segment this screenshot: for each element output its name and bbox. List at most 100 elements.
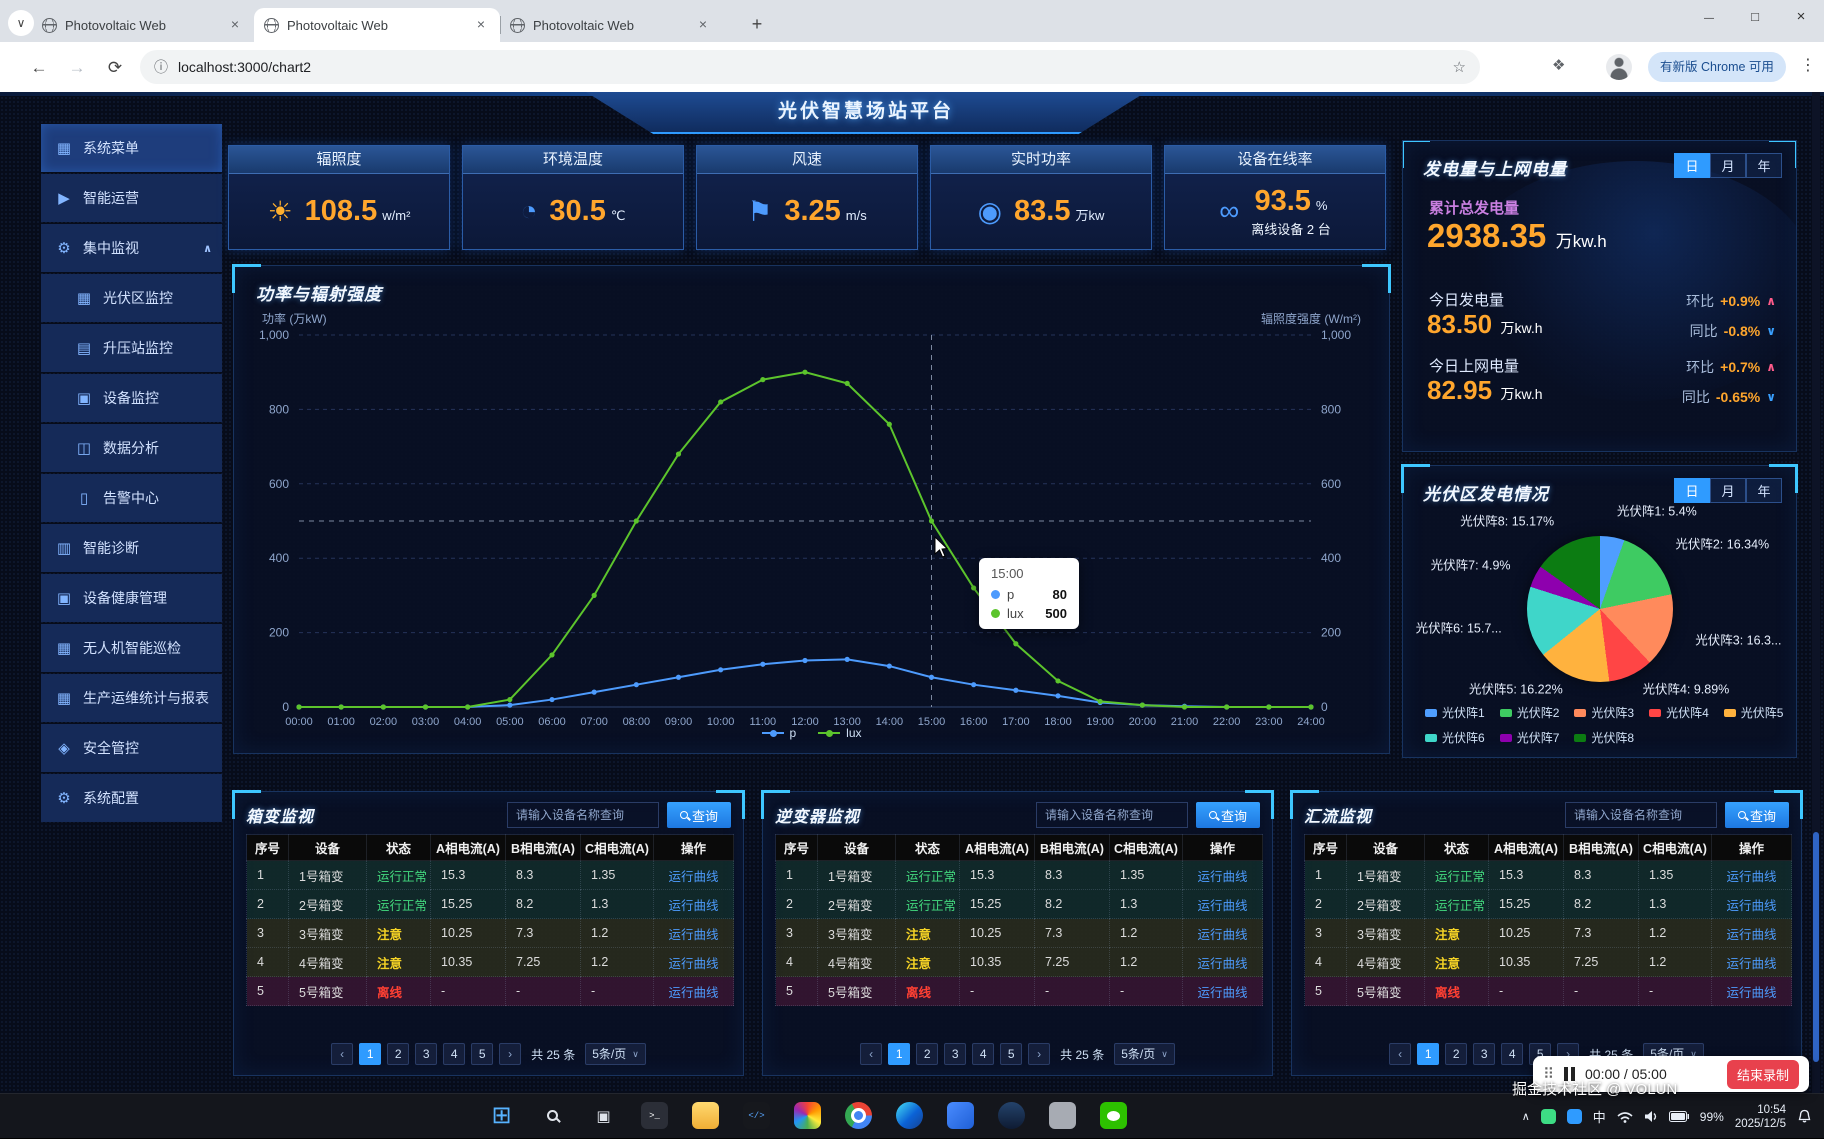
sidebar-item-system-config[interactable]: ⚙ 系统配置: [41, 774, 222, 822]
taskbar-icon-chrome[interactable]: [845, 1102, 872, 1129]
prev-page-button[interactable]: ‹: [1389, 1043, 1412, 1065]
bookmark-star-icon[interactable]: [1453, 58, 1466, 76]
taskbar-icon-start[interactable]: ⊞: [491, 1102, 512, 1129]
tab-close-icon[interactable]: [226, 16, 244, 34]
pie-legend-item[interactable]: 光伏阵2: [1499, 704, 1559, 721]
reload-button[interactable]: [102, 55, 128, 81]
sidebar-item-device-monitor[interactable]: ▣ 设备监控: [41, 374, 222, 422]
page-button[interactable]: 4: [972, 1043, 995, 1065]
browser-tab[interactable]: Photovoltaic Web: [32, 8, 254, 42]
sidebar-item-booster-station-monitor[interactable]: ▤ 升压站监控: [41, 324, 222, 372]
chart-legend-item[interactable]: lux: [818, 726, 862, 740]
page-button[interactable]: 3: [1473, 1043, 1496, 1065]
taskbar-icon-explorer[interactable]: [692, 1102, 719, 1129]
stop-recording-button[interactable]: 结束录制: [1726, 1059, 1799, 1089]
taskbar-icon-wechat[interactable]: [1100, 1102, 1127, 1129]
tab-year[interactable]: 年: [1746, 153, 1782, 178]
pause-recording-button[interactable]: [1564, 1067, 1575, 1081]
taskbar-icon-edge[interactable]: [896, 1102, 923, 1129]
page-button[interactable]: 2: [387, 1043, 410, 1065]
url-input[interactable]: [178, 59, 1443, 75]
taskbar-icon-steam[interactable]: [998, 1102, 1025, 1129]
page-size-select[interactable]: 5条/页: [1114, 1043, 1175, 1065]
tab-month[interactable]: 月: [1710, 478, 1746, 503]
run-curve-link[interactable]: 运行曲线: [653, 889, 734, 919]
search-button[interactable]: 查询: [1725, 802, 1789, 828]
page-button[interactable]: 4: [443, 1043, 466, 1065]
browser-tab[interactable]: Photovoltaic Web: [500, 8, 722, 42]
sidebar-item-smart-operation[interactable]: ▶ 智能运营: [41, 174, 222, 222]
hidden-icons-chevron-icon[interactable]: ∧: [1521, 1111, 1530, 1123]
device-search-input[interactable]: [1036, 802, 1188, 828]
tab-day[interactable]: 日: [1674, 153, 1710, 178]
sidebar-item-pv-area-monitor[interactable]: ▦ 光伏区监控: [41, 274, 222, 322]
new-tab-button[interactable]: [744, 12, 770, 38]
page-button[interactable]: 1: [1417, 1043, 1440, 1065]
pie-legend-item[interactable]: 光伏阵5: [1723, 704, 1783, 721]
pie-legend-item[interactable]: 光伏阵4: [1649, 704, 1709, 721]
maximize-button[interactable]: [1732, 0, 1778, 34]
page-button[interactable]: 3: [415, 1043, 438, 1065]
run-curve-link[interactable]: 运行曲线: [1182, 918, 1263, 948]
minimize-button[interactable]: [1686, 0, 1732, 34]
page-button[interactable]: 1: [359, 1043, 382, 1065]
tab-close-icon[interactable]: [694, 16, 712, 34]
sidebar-item-central-monitor[interactable]: ⚙ 集中监视 ∧: [41, 224, 222, 272]
sidebar-item-system-menu[interactable]: ▦ 系统菜单: [41, 124, 222, 172]
tab-search-button[interactable]: ∨: [8, 10, 34, 36]
run-curve-link[interactable]: 运行曲线: [653, 947, 734, 977]
chrome-update-button[interactable]: 有新版 Chrome 可用: [1648, 52, 1786, 82]
tray-app-icon[interactable]: [1566, 1109, 1582, 1124]
wifi-icon[interactable]: [1617, 1110, 1633, 1123]
device-search-input[interactable]: [1565, 802, 1717, 828]
page-scrollbar[interactable]: [1812, 92, 1820, 1093]
taskbar-icon-photos[interactable]: [794, 1102, 821, 1129]
ime-indicator[interactable]: 中: [1592, 1110, 1606, 1125]
page-button[interactable]: 1: [888, 1043, 911, 1065]
device-search-input[interactable]: [507, 802, 659, 828]
tray-app-icon[interactable]: [1540, 1109, 1556, 1124]
search-button[interactable]: 查询: [667, 802, 731, 828]
tab-close-icon[interactable]: [472, 16, 490, 34]
taskbar-icon-vscode[interactable]: </>: [743, 1102, 770, 1129]
run-curve-link[interactable]: 运行曲线: [1711, 889, 1792, 919]
sidebar-item-alarm-center[interactable]: ▯ 告警中心: [41, 474, 222, 522]
site-info-icon[interactable]: [154, 57, 168, 77]
extensions-icon[interactable]: [1552, 56, 1565, 74]
clock[interactable]: 10:54 2025/12/5: [1735, 1103, 1786, 1131]
run-curve-link[interactable]: 运行曲线: [1182, 976, 1263, 1006]
pie-legend-item[interactable]: 光伏阵6: [1425, 729, 1485, 746]
sidebar-item-smart-diagnosis[interactable]: ▥ 智能诊断: [41, 524, 222, 572]
taskbar-icon-app-blue[interactable]: [947, 1102, 974, 1129]
run-curve-link[interactable]: 运行曲线: [1711, 860, 1792, 890]
run-curve-link[interactable]: 运行曲线: [653, 918, 734, 948]
run-curve-link[interactable]: 运行曲线: [1711, 947, 1792, 977]
sidebar-item-device-health[interactable]: ▣ 设备健康管理: [41, 574, 222, 622]
page-button[interactable]: 5: [471, 1043, 494, 1065]
pie-legend-item[interactable]: 光伏阵7: [1499, 729, 1559, 746]
run-curve-link[interactable]: 运行曲线: [653, 860, 734, 890]
next-page-button[interactable]: ›: [1028, 1043, 1051, 1065]
pie-legend-item[interactable]: 光伏阵1: [1425, 704, 1485, 721]
taskbar-icon-app-gray[interactable]: [1049, 1102, 1076, 1129]
forward-button[interactable]: [64, 55, 90, 81]
scrollbar-thumb[interactable]: [1813, 832, 1819, 1062]
browser-menu-icon[interactable]: [1800, 55, 1816, 75]
pie-legend-item[interactable]: 光伏阵3: [1574, 704, 1634, 721]
profile-avatar[interactable]: [1606, 54, 1632, 80]
page-button[interactable]: 2: [1445, 1043, 1468, 1065]
browser-tab[interactable]: Photovoltaic Web: [254, 8, 500, 42]
page-button[interactable]: 3: [944, 1043, 967, 1065]
next-page-button[interactable]: ›: [499, 1043, 522, 1065]
taskbar-icon-task-view[interactable]: ▣: [596, 1107, 611, 1125]
run-curve-link[interactable]: 运行曲线: [653, 976, 734, 1006]
taskbar-icon-search[interactable]: [539, 1102, 566, 1129]
page-size-select[interactable]: 5条/页: [585, 1043, 646, 1065]
run-curve-link[interactable]: 运行曲线: [1182, 889, 1263, 919]
prev-page-button[interactable]: ‹: [331, 1043, 354, 1065]
close-window-button[interactable]: [1778, 0, 1824, 34]
sidebar-item-security-control[interactable]: ◈ 安全管控: [41, 724, 222, 772]
page-button[interactable]: 2: [916, 1043, 939, 1065]
sidebar-item-drone-inspection[interactable]: ▦ 无人机智能巡检: [41, 624, 222, 672]
chart-legend-item[interactable]: p: [761, 726, 796, 740]
